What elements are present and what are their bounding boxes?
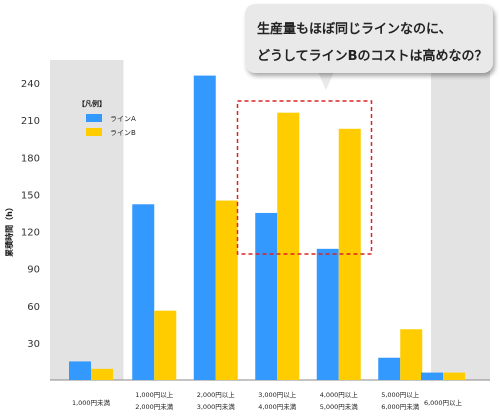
bar-line-a	[255, 212, 278, 380]
legend-swatch	[86, 114, 102, 122]
y-tick-label: 120	[21, 228, 40, 239]
y-axis-label: 累積時間（h）	[4, 203, 14, 257]
y-tick-label: 150	[21, 190, 40, 201]
bar-line-b	[154, 310, 177, 380]
y-tick-label: 60	[27, 302, 40, 313]
legend-label: ラインA	[110, 115, 136, 123]
callout-line-1: 生産量もほぼ同じラインなのに、	[257, 22, 452, 37]
highlight-box	[236, 100, 373, 255]
x-category-label: 6,000円以上	[424, 398, 463, 407]
bar-line-a	[421, 372, 443, 380]
x-category-label: 6,000円未満	[381, 402, 420, 411]
bar-line-a	[193, 75, 216, 380]
x-category-label: 3,000円未満	[197, 402, 236, 411]
x-category-label: 1,000円以上	[135, 390, 174, 399]
x-category-label: 5,000円未満	[320, 402, 359, 411]
x-category-label: 4,000円以上	[320, 390, 359, 399]
y-tick-label: 180	[21, 153, 40, 164]
x-category-label: 3,000円以上	[258, 390, 297, 399]
legend: 【凡例】ラインA ラインB	[78, 99, 136, 137]
bar-line-a	[69, 361, 91, 380]
legend-title: 【凡例】	[78, 99, 106, 108]
bar-line-a	[132, 204, 155, 380]
bar-line-b	[400, 329, 423, 380]
bar-line-a	[316, 248, 339, 380]
bar-line-b	[277, 112, 300, 380]
shaded-region	[50, 60, 124, 380]
y-tick-label: 30	[27, 339, 40, 350]
y-tick-label: 210	[21, 116, 40, 127]
callout-tail	[318, 72, 334, 90]
x-category-label: 4,000円未満	[258, 402, 297, 411]
y-tick-label: 90	[27, 265, 40, 276]
callout-line-2: どうしてラインBのコストは高めなの？	[257, 49, 488, 64]
highlight-dashed-box	[236, 100, 373, 255]
callout-bubble: 生産量もほぼ同じラインなのに、 どうしてラインBのコストは高めなの？	[245, 4, 493, 73]
bar-line-b	[91, 368, 113, 380]
x-category-label: 5,000円以上	[381, 390, 420, 399]
bar-line-a	[378, 357, 401, 380]
x-category-label: 2,000円以上	[197, 390, 236, 399]
x-category-label: 2,000円未満	[135, 402, 174, 411]
bar-line-b	[215, 200, 238, 380]
bars	[69, 75, 465, 380]
y-tick-label: 240	[21, 79, 40, 90]
shaded-regions	[50, 60, 490, 380]
labels: 30 60 90 120 150 180 210 240 累積時間（h） 1,000円未満 1,00…	[4, 79, 463, 411]
x-category-label: 1,000円未満	[72, 398, 111, 407]
shaded-region	[431, 60, 490, 380]
legend-swatch	[86, 128, 102, 136]
legend-label: ラインB	[110, 129, 136, 137]
bar-line-b	[443, 372, 465, 380]
